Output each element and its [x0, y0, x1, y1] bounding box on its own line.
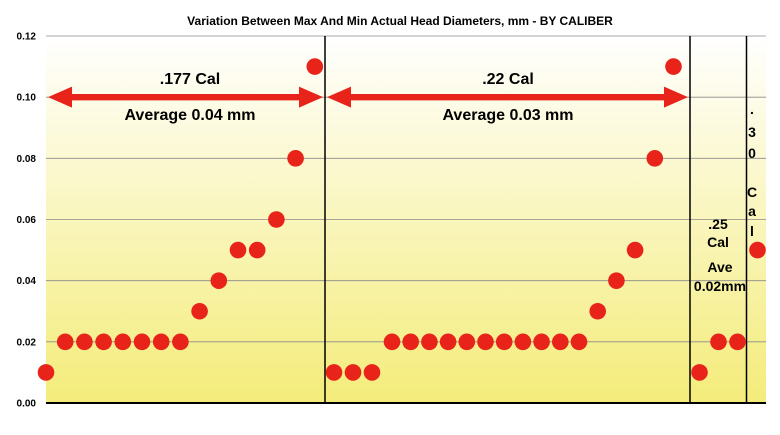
data-point: [646, 150, 664, 167]
data-point: [229, 241, 247, 259]
data-point: [114, 333, 132, 351]
data-point: [325, 364, 343, 381]
group-separators: [324, 36, 748, 403]
data-point: [495, 333, 513, 351]
data-point: [421, 333, 438, 351]
y-axis-ticks: 0.00 0.02 0.04 0.06 0.08 0.10 0.12: [17, 32, 37, 410]
data-point: [248, 241, 266, 259]
data-point: [439, 333, 457, 351]
data-point: [191, 302, 208, 320]
data-point: [172, 333, 189, 351]
data-point: [665, 58, 682, 75]
data-point: [37, 364, 55, 381]
data-point: [95, 333, 112, 351]
y-tick-label: 0.08: [17, 154, 37, 165]
data-point: [56, 333, 74, 351]
group-label-char: 0: [748, 145, 756, 161]
data-point: [514, 333, 532, 351]
group-label: .25: [708, 216, 728, 232]
data-point: [552, 333, 569, 351]
y-tick-label: 0.00: [17, 399, 37, 410]
data-point: [287, 150, 304, 167]
group-annotation: 0.02mm: [694, 278, 746, 294]
data-point: [710, 333, 727, 351]
y-tick-label: 0.10: [17, 93, 37, 104]
group-label-char: C: [747, 184, 757, 200]
group-label: .177 Cal: [160, 71, 220, 88]
group-label-char: a: [748, 203, 756, 219]
data-point: [589, 302, 606, 320]
data-point: [570, 333, 588, 351]
data-point: [383, 333, 401, 351]
data-point: [729, 333, 746, 351]
data-point: [402, 333, 420, 351]
data-point: [458, 333, 476, 351]
data-point: [691, 364, 708, 381]
group-label: .22 Cal: [482, 71, 534, 88]
data-point: [749, 241, 766, 259]
data-point: [608, 272, 625, 289]
data-point: [477, 333, 494, 351]
data-point: [210, 272, 228, 289]
double-arrow: [327, 86, 688, 108]
group-annotation: Average 0.04 mm: [124, 107, 255, 124]
group-label-char: l: [750, 223, 754, 239]
data-point: [363, 364, 381, 381]
y-tick-label: 0.06: [17, 215, 37, 226]
data-points: [37, 58, 766, 381]
group-label-char: .: [750, 101, 754, 117]
data-point: [133, 333, 151, 351]
y-tick-label: 0.12: [17, 32, 37, 43]
group-annotation: Ave: [707, 259, 732, 275]
annotations: .177 Cal Average 0.04 mm .22 Cal Average 0.…: [48, 71, 757, 294]
y-tick-label: 0.04: [17, 276, 37, 287]
data-point: [152, 333, 170, 351]
data-point: [306, 58, 324, 75]
group-annotation: Average 0.03 mm: [442, 107, 573, 124]
y-tick-label: 0.02: [17, 337, 37, 348]
data-point: [344, 364, 362, 381]
data-point: [268, 211, 285, 228]
group-label-char: 3: [748, 124, 756, 140]
double-arrow: [48, 86, 323, 108]
data-point: [76, 333, 93, 351]
data-point: [533, 333, 550, 351]
chart-title: Variation Between Max And Min Actual Hea…: [187, 14, 613, 28]
group-label: Cal: [707, 234, 729, 250]
data-point: [626, 241, 644, 259]
